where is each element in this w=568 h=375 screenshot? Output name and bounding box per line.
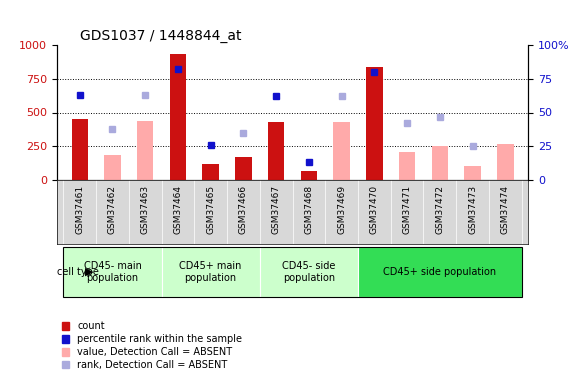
Text: GSM37462: GSM37462 xyxy=(108,185,117,234)
Text: GSM37474: GSM37474 xyxy=(501,185,510,234)
Text: GSM37461: GSM37461 xyxy=(75,185,84,234)
Bar xyxy=(399,152,415,180)
Text: GSM37466: GSM37466 xyxy=(239,185,248,234)
Bar xyxy=(137,121,153,180)
Text: CD45+ main
population: CD45+ main population xyxy=(179,261,242,283)
Bar xyxy=(300,171,317,180)
Text: ▶: ▶ xyxy=(57,267,94,277)
Text: GSM37463: GSM37463 xyxy=(141,185,150,234)
Text: GSM37465: GSM37465 xyxy=(206,185,215,234)
FancyBboxPatch shape xyxy=(64,247,161,297)
Text: GSM37471: GSM37471 xyxy=(403,185,412,234)
FancyBboxPatch shape xyxy=(358,247,521,297)
Text: CD45- main
population: CD45- main population xyxy=(83,261,141,283)
Text: GSM37469: GSM37469 xyxy=(337,185,346,234)
Bar xyxy=(170,54,186,180)
Bar xyxy=(432,146,448,180)
Text: GSM37468: GSM37468 xyxy=(304,185,314,234)
Text: GSM37464: GSM37464 xyxy=(173,185,182,234)
Bar xyxy=(72,119,88,180)
Bar xyxy=(366,67,383,180)
Bar xyxy=(202,164,219,180)
FancyBboxPatch shape xyxy=(161,247,260,297)
Text: GSM37467: GSM37467 xyxy=(272,185,281,234)
Text: GSM37470: GSM37470 xyxy=(370,185,379,234)
Text: cell type: cell type xyxy=(57,267,99,277)
Text: CD45- side
population: CD45- side population xyxy=(282,261,336,283)
Text: GSM37473: GSM37473 xyxy=(468,185,477,234)
Bar xyxy=(235,157,252,180)
FancyBboxPatch shape xyxy=(260,247,358,297)
Bar xyxy=(465,166,481,180)
Text: GSM37472: GSM37472 xyxy=(435,185,444,234)
Bar xyxy=(497,144,513,180)
Bar xyxy=(268,122,285,180)
Bar xyxy=(333,122,350,180)
Legend: count, percentile rank within the sample, value, Detection Call = ABSENT, rank, : count, percentile rank within the sample… xyxy=(62,321,242,370)
Bar xyxy=(105,155,120,180)
Text: CD45+ side population: CD45+ side population xyxy=(383,267,496,277)
Text: GDS1037 / 1448844_at: GDS1037 / 1448844_at xyxy=(81,28,242,43)
